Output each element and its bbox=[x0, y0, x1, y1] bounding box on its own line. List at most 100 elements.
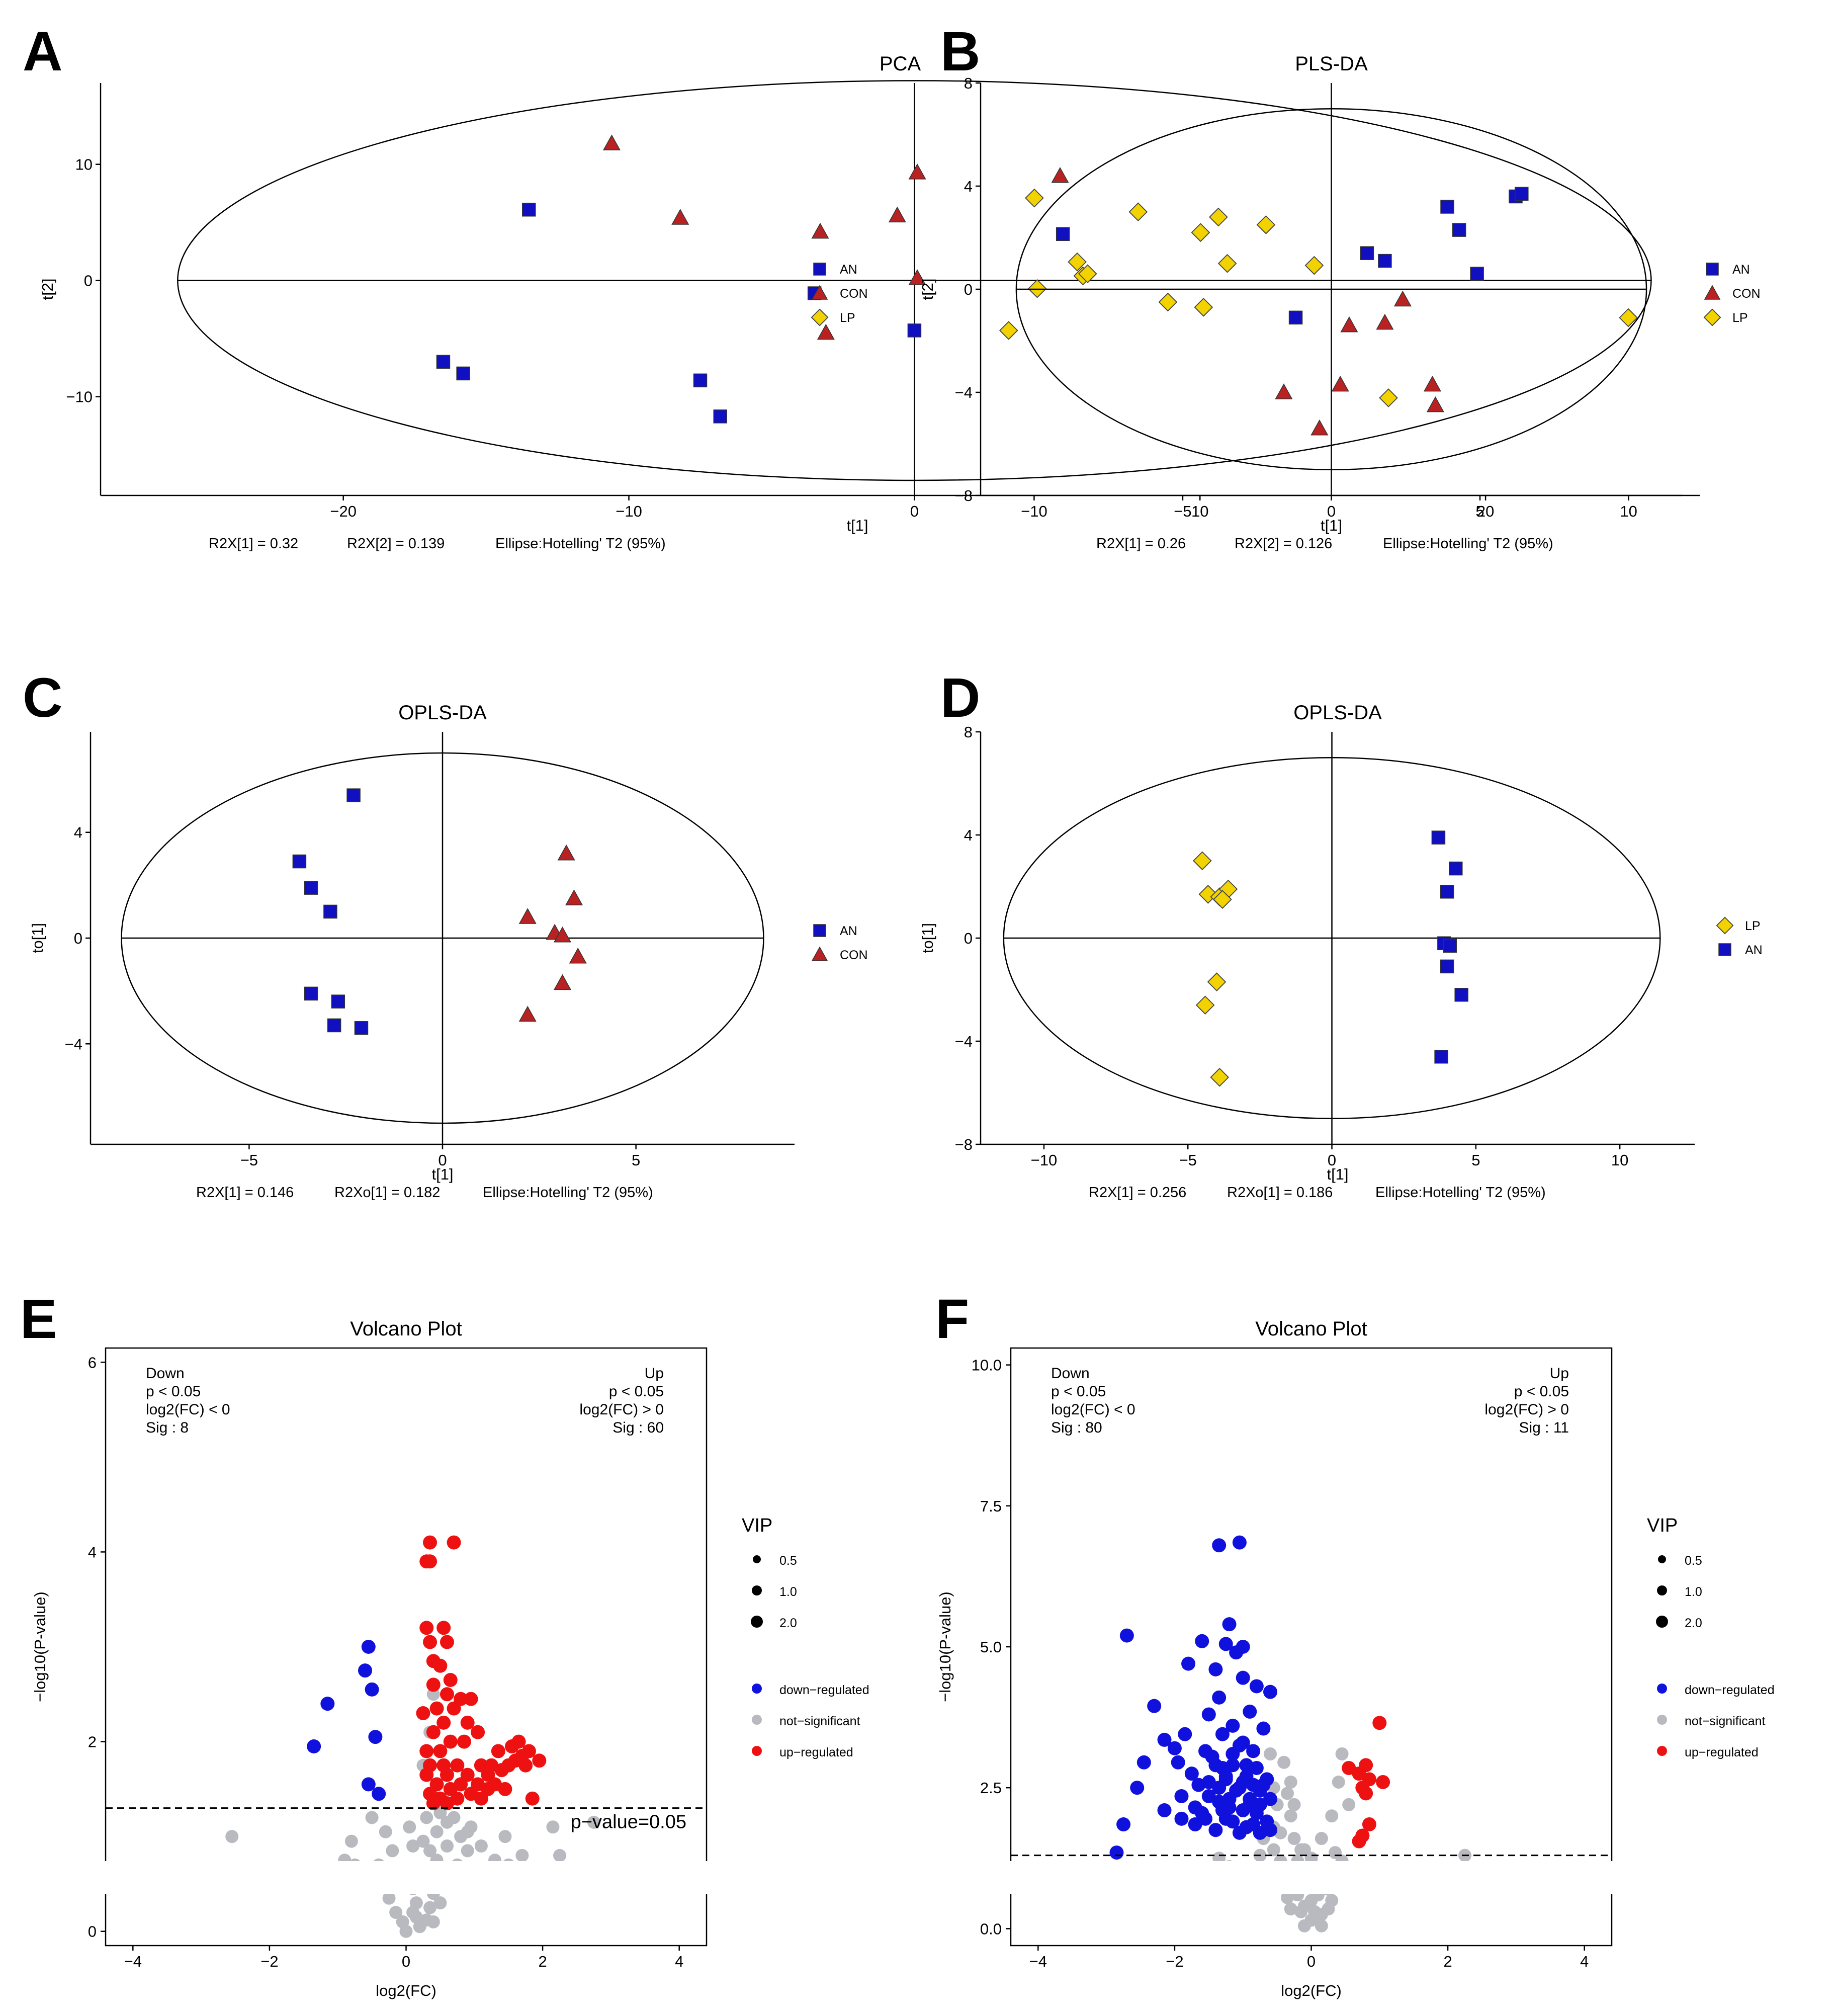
point-down-regulated bbox=[1246, 1744, 1261, 1758]
legend-color-key bbox=[752, 1715, 762, 1725]
point-AN bbox=[354, 1021, 369, 1035]
x-axis-label: t[1] bbox=[1321, 517, 1342, 534]
panel-letter: B bbox=[940, 21, 980, 82]
x-tick-label: 0 bbox=[1327, 502, 1336, 520]
y-tick-label: 4 bbox=[88, 1543, 97, 1561]
point-AN bbox=[1378, 254, 1392, 268]
up-summary-text: Sig : 60 bbox=[613, 1419, 664, 1436]
legend-category-label: down−regulated bbox=[1685, 1683, 1775, 1697]
point-up-regulated bbox=[1352, 1834, 1366, 1849]
point-CON bbox=[553, 926, 571, 943]
panel-F: F Volcano Plot −4 −2 0 2 4 0.0 2.5 5.0 7.5 10.0 log2… bbox=[935, 1288, 1775, 1999]
point-CON bbox=[1275, 383, 1293, 399]
legend-label: LP bbox=[840, 311, 855, 325]
point-up-regulated bbox=[443, 1673, 458, 1687]
footnote-text: Ellipse:Hotelling' T2 (95%) bbox=[483, 1185, 653, 1201]
point-down-regulated bbox=[1116, 1817, 1131, 1832]
axis-break bbox=[1005, 1861, 1618, 1894]
point-down-regulated bbox=[1157, 1732, 1172, 1747]
legend-size-key bbox=[1656, 1616, 1668, 1628]
point-down-regulated bbox=[1218, 1637, 1233, 1651]
point-up-regulated bbox=[433, 1658, 448, 1673]
footnote-text: R2X[1] = 0.146 bbox=[196, 1185, 294, 1201]
point-not-significant bbox=[1294, 1905, 1308, 1918]
point-not-significant bbox=[1284, 1809, 1297, 1823]
footnote-text: R2X[2] = 0.126 bbox=[1235, 536, 1332, 552]
point-LP bbox=[1256, 215, 1276, 234]
point-down-regulated bbox=[1195, 1806, 1209, 1820]
point-CON bbox=[908, 269, 926, 285]
x-axis-label: t[1] bbox=[846, 517, 868, 534]
point-CON bbox=[518, 908, 537, 924]
legend-key-LP bbox=[1703, 308, 1721, 326]
point-CON bbox=[553, 974, 571, 990]
point-down-regulated bbox=[1212, 1538, 1227, 1553]
panel-letter: E bbox=[20, 1288, 57, 1350]
panel-D: D OPLS-DA −10 −5 0 5 10 −8 −4 0 4 8 t[1] to[1] R2X[1] … bbox=[919, 667, 1763, 1201]
footnote-text: R2Xo[1] = 0.182 bbox=[334, 1185, 440, 1201]
point-not-significant bbox=[440, 1839, 454, 1853]
legend-label: AN bbox=[1732, 263, 1750, 277]
point-not-significant bbox=[1277, 1755, 1291, 1769]
point-down-regulated bbox=[1188, 1817, 1202, 1832]
y-axis-label: −log10(P-value) bbox=[936, 1591, 954, 1702]
point-up-regulated bbox=[525, 1791, 540, 1806]
legend-label: CON bbox=[1732, 287, 1761, 301]
point-up-regulated bbox=[1362, 1817, 1376, 1832]
point-not-significant bbox=[1294, 1843, 1308, 1857]
point-up-regulated bbox=[419, 1744, 434, 1758]
point-down-regulated bbox=[1174, 1789, 1189, 1803]
point-AN bbox=[1440, 885, 1454, 899]
point-not-significant bbox=[1315, 1832, 1328, 1845]
y-tick-label: 10 bbox=[75, 156, 93, 174]
point-CON bbox=[888, 206, 906, 223]
point-up-regulated bbox=[450, 1758, 465, 1773]
legend-title: VIP bbox=[742, 1515, 772, 1536]
legend-size-label: 2.0 bbox=[779, 1616, 797, 1630]
point-up-regulated bbox=[498, 1782, 512, 1796]
legend-category-label: up−regulated bbox=[1685, 1745, 1759, 1759]
axis-break bbox=[100, 1861, 713, 1894]
chart-title: Volcano Plot bbox=[350, 1318, 462, 1340]
point-AN bbox=[1452, 223, 1466, 237]
point-up-regulated bbox=[1342, 1760, 1356, 1775]
legend-key-CON bbox=[811, 946, 828, 961]
point-AN bbox=[304, 881, 318, 895]
y-tick-label: 0 bbox=[84, 272, 93, 290]
point-up-regulated bbox=[426, 1677, 441, 1692]
point-down-regulated bbox=[361, 1777, 376, 1792]
point-CON bbox=[671, 209, 689, 225]
point-AN bbox=[1434, 1050, 1448, 1064]
point-not-significant bbox=[1329, 1846, 1342, 1860]
point-AN bbox=[292, 854, 307, 869]
point-down-regulated bbox=[1205, 1749, 1219, 1764]
legend-color-key bbox=[1657, 1684, 1667, 1694]
point-down-regulated bbox=[1184, 1767, 1199, 1781]
point-down-regulated bbox=[1215, 1727, 1230, 1741]
footnote-text: Ellipse:Hotelling' T2 (95%) bbox=[1383, 536, 1553, 552]
y-tick-label: −10 bbox=[66, 388, 93, 406]
point-not-significant bbox=[382, 1891, 396, 1905]
x-tick-label: −4 bbox=[124, 1953, 142, 1970]
legend-category-label: up−regulated bbox=[779, 1745, 853, 1759]
down-summary-text: Sig : 80 bbox=[1051, 1419, 1102, 1436]
point-up-regulated bbox=[1376, 1775, 1390, 1789]
point-down-regulated bbox=[1109, 1845, 1124, 1860]
point-LP bbox=[1213, 890, 1232, 909]
point-not-significant bbox=[413, 1920, 426, 1934]
point-up-regulated bbox=[474, 1791, 488, 1806]
point-AN bbox=[323, 904, 337, 919]
legend-label: LP bbox=[1745, 919, 1761, 933]
x-tick-label: 2 bbox=[538, 1953, 547, 1970]
legend-color-key bbox=[752, 1746, 762, 1756]
point-AN bbox=[522, 203, 536, 217]
y-tick-label: 10.0 bbox=[972, 1357, 1002, 1374]
x-tick-label: 10 bbox=[1620, 502, 1637, 520]
up-summary-text: Sig : 11 bbox=[1519, 1419, 1569, 1436]
point-AN bbox=[1056, 227, 1070, 241]
footnote-text: R2X[2] = 0.139 bbox=[347, 536, 445, 552]
point-down-regulated bbox=[1178, 1727, 1192, 1741]
point-not-significant bbox=[344, 1834, 358, 1848]
point-CON bbox=[557, 845, 575, 861]
y-tick-label: 0 bbox=[964, 281, 973, 298]
